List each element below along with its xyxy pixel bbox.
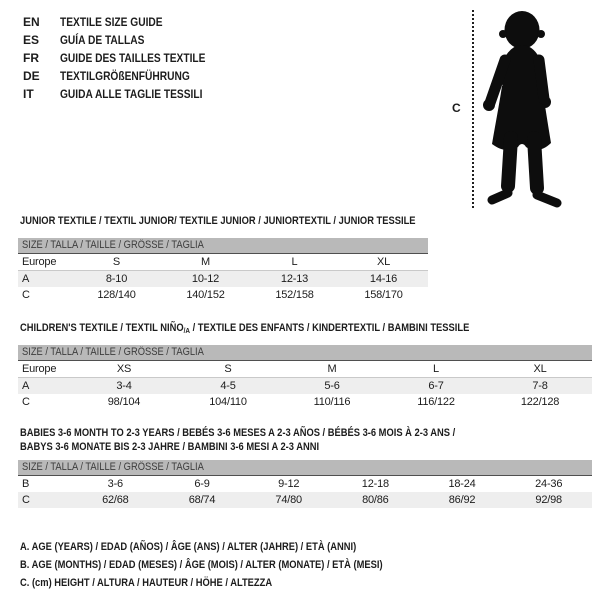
column-header: M <box>201 256 210 268</box>
cell-value: 8-10 <box>105 273 128 285</box>
footnote-b: B. AGE (MONTHS) / EDAD (MESES) / ÂGE (MO… <box>20 559 383 571</box>
cell-value: 116/122 <box>417 396 455 408</box>
cell-value: 62/68 <box>102 494 129 506</box>
baby-silhouette <box>483 11 562 208</box>
size-bar: SIZE / TALLA / TAILLE / GRÖSSE / TAGLIA <box>18 238 428 254</box>
column-header: Europe <box>22 256 57 268</box>
table-header-row: Europe XS S M L XL <box>18 361 592 378</box>
language-row: DE TEXTILGRÖßENFÜHRUNG <box>23 67 231 85</box>
section-title-babies: BABIES 3-6 MONTH TO 2-3 YEARS / BEBÉS 3-… <box>20 427 456 453</box>
cell-value: 18-24 <box>448 478 476 490</box>
language-title: GUÍA DE TALLAS <box>60 33 145 47</box>
cell-value: 68/74 <box>188 494 216 506</box>
footnote-c: C. (cm) HEIGHT / ALTURA / HAUTEUR / HÖHE… <box>20 577 273 589</box>
height-measure-line <box>472 10 474 208</box>
table-row: C 62/68 68/74 74/80 80/86 86/92 92/98 <box>18 492 592 508</box>
section-title-junior: JUNIOR TEXTILE / TEXTIL JUNIOR/ TEXTILE … <box>20 215 416 227</box>
language-title-list: EN TEXTILE SIZE GUIDE ES GUÍA DE TALLAS … <box>23 13 231 103</box>
cell-value: 122/128 <box>520 396 560 408</box>
language-code: IT <box>23 87 34 101</box>
language-code: EN <box>23 15 40 29</box>
cell-value: 86/92 <box>448 494 476 506</box>
junior-size-table: SIZE / TALLA / TAILLE / GRÖSSE / TAGLIA … <box>18 238 428 303</box>
language-code: FR <box>23 51 39 65</box>
language-title: GUIDA ALLE TAGLIE TESSILI <box>60 87 203 101</box>
table-row: C 128/140 140/152 152/158 158/170 <box>18 287 428 303</box>
section-title-children: CHILDREN'S TEXTILE / TEXTIL NIÑO/A / TEX… <box>20 322 470 335</box>
column-header: M <box>327 363 337 375</box>
cell-value: 74/80 <box>275 494 302 506</box>
table-row: C 98/104 104/110 110/116 116/122 122/128 <box>18 394 592 410</box>
cell-value: 24-36 <box>535 478 563 490</box>
column-header: S <box>224 363 232 375</box>
language-row: EN TEXTILE SIZE GUIDE <box>23 13 231 31</box>
cell-value: 10-12 <box>191 273 220 285</box>
cell-value: 128/140 <box>97 289 136 301</box>
cell-value: 3-4 <box>116 380 132 392</box>
cell-value: 140/152 <box>186 289 225 301</box>
cell-value: 4-5 <box>220 380 236 392</box>
footnotes: A. AGE (YEARS) / EDAD (AÑOS) / ÂGE (ANS)… <box>20 538 447 592</box>
column-header: XS <box>116 363 132 375</box>
footnote-a: A. AGE (YEARS) / EDAD (AÑOS) / ÂGE (ANS)… <box>20 541 357 553</box>
table-row: A 8-10 10-12 12-13 14-16 <box>18 271 428 287</box>
cell-value: 12-18 <box>361 478 389 490</box>
size-bar: SIZE / TALLA / TAILLE / GRÖSSE / TAGLIA <box>18 460 592 476</box>
table-row: A 3-4 4-5 5-6 6-7 7-8 <box>18 378 592 394</box>
children-size-table: SIZE / TALLA / TAILLE / GRÖSSE / TAGLIA … <box>18 345 592 410</box>
size-bar: SIZE / TALLA / TAILLE / GRÖSSE / TAGLIA <box>18 345 592 361</box>
language-title: TEXTILGRÖßENFÜHRUNG <box>60 69 190 83</box>
cell-value: 92/98 <box>535 494 562 506</box>
cell-value: 6-7 <box>428 380 444 392</box>
cell-value: 110/116 <box>313 396 351 408</box>
language-row: ES GUÍA DE TALLAS <box>23 31 231 49</box>
row-label: C <box>22 396 30 408</box>
cell-value: 3-6 <box>107 478 124 490</box>
babies-size-table: SIZE / TALLA / TAILLE / GRÖSSE / TAGLIA … <box>18 460 592 508</box>
column-header: XL <box>376 256 391 268</box>
height-measure-label: C <box>452 101 461 115</box>
row-label: B <box>22 478 30 490</box>
row-label: C <box>22 289 30 301</box>
cell-value: 12-13 <box>280 273 309 285</box>
column-header: XL <box>533 363 547 375</box>
cell-value: 98/104 <box>107 396 141 408</box>
cell-value: 158/170 <box>364 289 403 301</box>
row-label: A <box>22 273 30 285</box>
language-title: TEXTILE SIZE GUIDE <box>60 15 163 29</box>
column-header: L <box>291 256 298 268</box>
table-header-row: Europe S M L XL <box>18 254 428 271</box>
column-header: Europe <box>22 363 57 375</box>
cell-value: 9-12 <box>278 478 300 490</box>
language-row: IT GUIDA ALLE TAGLIE TESSILI <box>23 85 231 103</box>
subscript-text: /A <box>183 326 190 335</box>
cell-value: 5-6 <box>324 380 340 392</box>
table-row: B 3-6 6-9 9-12 12-18 18-24 24-36 <box>18 476 592 492</box>
cell-value: 14-16 <box>369 273 398 285</box>
row-label: A <box>22 380 30 392</box>
cell-value: 7-8 <box>532 380 548 392</box>
cell-value: 104/110 <box>209 396 247 408</box>
row-label: C <box>22 494 30 506</box>
cell-value: 152/158 <box>275 289 314 301</box>
language-title: GUIDE DES TAILLES TEXTILE <box>60 51 206 65</box>
column-header: S <box>112 256 121 268</box>
language-code: DE <box>23 69 40 83</box>
cell-value: 80/86 <box>362 494 389 506</box>
language-code: ES <box>23 33 40 47</box>
language-row: FR GUIDE DES TAILLES TEXTILE <box>23 49 231 67</box>
column-header: L <box>433 363 439 375</box>
cell-value: 6-9 <box>194 478 210 490</box>
